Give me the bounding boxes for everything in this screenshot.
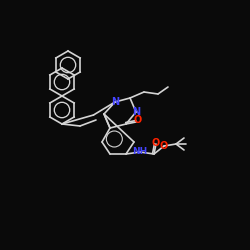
Text: O: O: [160, 141, 168, 151]
Text: NH: NH: [132, 148, 148, 156]
Text: N: N: [132, 107, 140, 117]
Text: O: O: [134, 115, 142, 125]
Text: N: N: [111, 97, 119, 107]
Text: O: O: [152, 138, 160, 148]
